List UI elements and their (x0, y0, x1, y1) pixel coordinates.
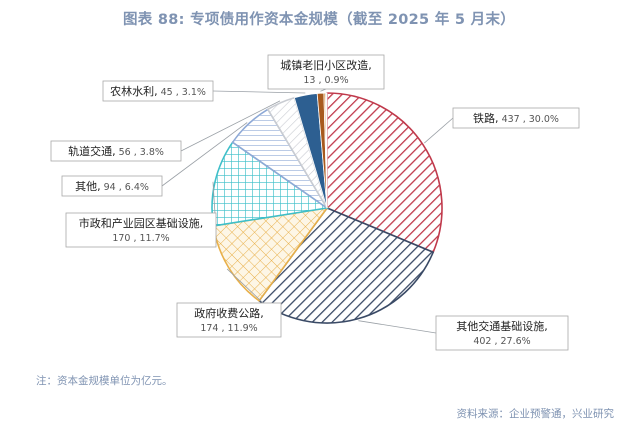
chart-note: 注：资本金规模单位为亿元。 (36, 375, 173, 387)
pie-slice (326, 92, 443, 254)
data-label: 城镇老旧小区改造, 13 , 0.9% (280, 58, 372, 86)
data-label-box (102, 80, 214, 102)
chart-title: 图表 88: 专项债用作资本金规模（截至 2025 年 5 月末） (122, 12, 516, 28)
data-label-box (267, 54, 385, 90)
data-label-box (65, 212, 217, 248)
data-label: 其他交通基础设施, 402 , 27.6% (456, 319, 548, 347)
data-label: 农林水利, 45 , 3.1% (110, 84, 206, 98)
data-label-box (176, 302, 282, 338)
leader-line (212, 90, 306, 94)
pie-slice (326, 92, 328, 209)
data-label-box (452, 107, 580, 129)
data-label-box (50, 140, 182, 162)
leader-line (424, 117, 454, 144)
data-label-box (61, 175, 163, 197)
data-label: 市政和产业园区基础设施, 170 , 11.7% (79, 216, 204, 244)
leader-line (161, 122, 248, 187)
chart-source: 资料来源：企业预警通，兴业研究 (456, 408, 615, 420)
data-label: 铁路, 437 , 30.0% (473, 112, 559, 125)
leader-line (180, 100, 281, 152)
data-label-box (435, 315, 569, 351)
data-label: 政府收费公路, 174 , 11.9% (194, 306, 264, 334)
data-label: 轨道交通, 56 , 3.8% (68, 144, 164, 158)
leader-line (358, 320, 437, 334)
data-label: 其他, 94 , 6.4% (75, 180, 149, 193)
